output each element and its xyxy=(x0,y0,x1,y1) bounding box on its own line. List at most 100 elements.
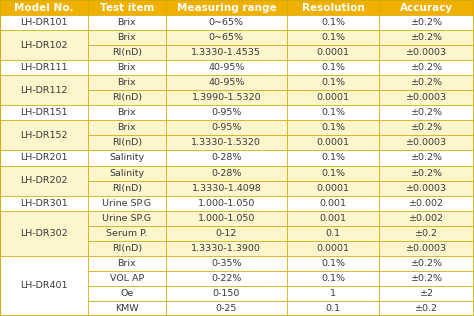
Text: ±0.0003: ±0.0003 xyxy=(406,48,447,57)
Text: ±0.2: ±0.2 xyxy=(415,304,438,313)
Bar xyxy=(287,180,379,196)
Text: Oe: Oe xyxy=(120,289,133,298)
Bar xyxy=(88,0,166,15)
Bar xyxy=(287,15,379,30)
Bar xyxy=(287,256,379,271)
Bar xyxy=(287,120,379,136)
Bar xyxy=(0,75,88,105)
Bar xyxy=(379,180,474,196)
Text: Serum P.: Serum P. xyxy=(106,229,147,238)
Text: ±0.0003: ±0.0003 xyxy=(406,184,447,192)
Text: LH-DR202: LH-DR202 xyxy=(20,176,68,185)
Bar xyxy=(88,75,166,90)
Bar xyxy=(379,136,474,150)
Bar xyxy=(166,271,287,286)
Text: 0.1%: 0.1% xyxy=(321,154,345,162)
Bar xyxy=(287,301,379,316)
Bar xyxy=(88,136,166,150)
Text: 1.3330-1.4098: 1.3330-1.4098 xyxy=(191,184,261,192)
Text: 0~65%: 0~65% xyxy=(209,33,244,42)
Text: Test item: Test item xyxy=(100,3,154,13)
Text: 0.0001: 0.0001 xyxy=(317,48,349,57)
Text: 0.001: 0.001 xyxy=(319,199,346,208)
Text: 0.1%: 0.1% xyxy=(321,108,345,117)
Text: 0.1%: 0.1% xyxy=(321,63,345,72)
Bar xyxy=(88,196,166,211)
Bar xyxy=(166,45,287,60)
Bar xyxy=(0,196,88,211)
Bar xyxy=(88,150,166,166)
Bar xyxy=(287,45,379,60)
Bar xyxy=(287,241,379,256)
Bar xyxy=(287,0,379,15)
Text: ±0.0003: ±0.0003 xyxy=(406,244,447,253)
Bar xyxy=(379,166,474,180)
Text: 0-22%: 0-22% xyxy=(211,274,242,283)
Text: KMW: KMW xyxy=(115,304,138,313)
Text: 0.1%: 0.1% xyxy=(321,33,345,42)
Text: ±0.2%: ±0.2% xyxy=(410,33,443,42)
Text: 0-35%: 0-35% xyxy=(211,259,242,268)
Bar xyxy=(166,136,287,150)
Bar xyxy=(166,256,287,271)
Text: 1.3330-1.3900: 1.3330-1.3900 xyxy=(191,244,261,253)
Bar xyxy=(166,241,287,256)
Bar xyxy=(88,286,166,301)
Text: ±0.2%: ±0.2% xyxy=(410,124,443,132)
Text: ±0.0003: ±0.0003 xyxy=(406,138,447,148)
Bar xyxy=(166,15,287,30)
Text: ±0.2%: ±0.2% xyxy=(410,259,443,268)
Bar xyxy=(166,30,287,45)
Text: 0.0001: 0.0001 xyxy=(317,138,349,148)
Text: LH-DR152: LH-DR152 xyxy=(20,131,68,140)
Text: 1.3330-1.5320: 1.3330-1.5320 xyxy=(191,138,261,148)
Text: Salinity: Salinity xyxy=(109,154,145,162)
Text: LH-DR101: LH-DR101 xyxy=(20,18,68,27)
Bar xyxy=(0,256,88,316)
Text: Brix: Brix xyxy=(118,18,136,27)
Text: LH-DR201: LH-DR201 xyxy=(20,154,68,162)
Text: 0.1: 0.1 xyxy=(326,304,340,313)
Bar xyxy=(0,166,88,196)
Bar xyxy=(0,120,88,150)
Bar xyxy=(287,226,379,241)
Text: 0-150: 0-150 xyxy=(213,289,240,298)
Bar xyxy=(88,15,166,30)
Bar xyxy=(0,105,88,120)
Bar xyxy=(287,136,379,150)
Text: 0.0001: 0.0001 xyxy=(317,93,349,102)
Bar xyxy=(88,301,166,316)
Text: Accuracy: Accuracy xyxy=(400,3,453,13)
Text: ±0.2%: ±0.2% xyxy=(410,274,443,283)
Text: Urine SP.G: Urine SP.G xyxy=(102,214,151,223)
Text: LH-DR111: LH-DR111 xyxy=(20,63,68,72)
Text: 40-95%: 40-95% xyxy=(208,78,245,87)
Text: 1.000-1.050: 1.000-1.050 xyxy=(198,214,255,223)
Bar xyxy=(379,150,474,166)
Text: ±0.2%: ±0.2% xyxy=(410,63,443,72)
Bar xyxy=(88,256,166,271)
Text: RI(nD): RI(nD) xyxy=(112,138,142,148)
Bar xyxy=(166,166,287,180)
Text: 0.1%: 0.1% xyxy=(321,274,345,283)
Bar xyxy=(88,241,166,256)
Bar xyxy=(379,60,474,75)
Bar xyxy=(379,30,474,45)
Bar xyxy=(166,90,287,105)
Bar xyxy=(88,271,166,286)
Text: 1: 1 xyxy=(330,289,336,298)
Bar xyxy=(379,15,474,30)
Bar xyxy=(287,30,379,45)
Text: 0-12: 0-12 xyxy=(216,229,237,238)
Bar xyxy=(88,226,166,241)
Text: Measuring range: Measuring range xyxy=(176,3,276,13)
Bar xyxy=(287,166,379,180)
Text: Brix: Brix xyxy=(118,259,136,268)
Bar xyxy=(287,105,379,120)
Bar xyxy=(88,60,166,75)
Bar xyxy=(0,150,88,166)
Text: 1.3990-1.5320: 1.3990-1.5320 xyxy=(191,93,261,102)
Text: ±0.2%: ±0.2% xyxy=(410,108,443,117)
Text: Resolution: Resolution xyxy=(301,3,365,13)
Text: RI(nD): RI(nD) xyxy=(112,244,142,253)
